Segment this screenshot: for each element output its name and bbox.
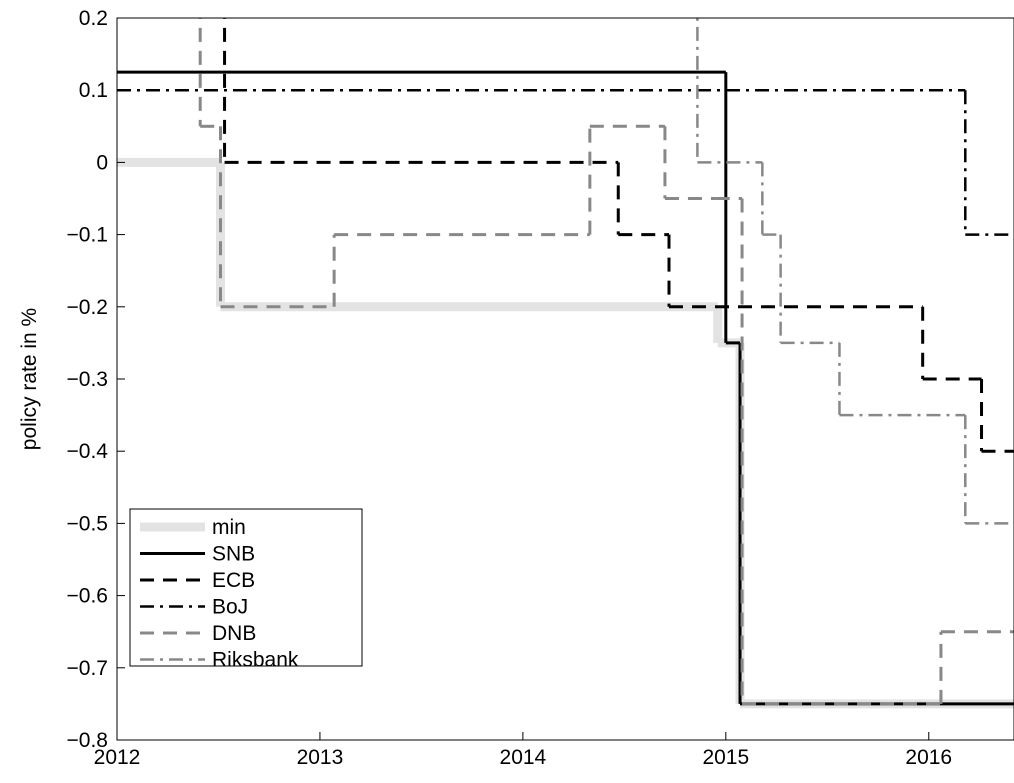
series-2 — [223, 18, 1014, 453]
legend-label: Riksbank — [212, 649, 299, 672]
legend-box — [129, 508, 363, 667]
y-tick-label: −0.5 — [67, 512, 108, 535]
series-5 — [696, 18, 1014, 525]
series-4 — [198, 18, 1014, 706]
y-tick-label: −0.7 — [67, 657, 108, 680]
y-tick-label: −0.2 — [67, 296, 108, 319]
legend-label: min — [212, 516, 246, 539]
legend-label: DNB — [212, 622, 256, 645]
series-3 — [117, 88, 1014, 236]
y-tick-label: 0.2 — [79, 7, 108, 30]
y-axis-label: policy rate in % — [18, 308, 41, 450]
y-tick-label: −0.3 — [67, 368, 108, 391]
legend-label: BoJ — [212, 596, 248, 619]
x-tick-label: 2016 — [905, 746, 952, 769]
y-tick-label: −0.1 — [67, 224, 108, 247]
plot-area — [117, 18, 1014, 709]
x-tick-label: 2012 — [94, 746, 141, 769]
x-tick-label: 2014 — [500, 746, 547, 769]
y-tick-label: −0.8 — [67, 729, 108, 752]
x-tick-label: 2015 — [702, 746, 749, 769]
y-tick-label: −0.4 — [67, 440, 109, 463]
y-tick-label: −0.6 — [67, 585, 108, 608]
legend-label: SNB — [212, 543, 255, 566]
x-tick-label: 2013 — [297, 746, 344, 769]
legend-label: ECB — [212, 569, 255, 592]
y-tick-label: 0.1 — [79, 79, 108, 102]
series-1 — [117, 70, 1014, 706]
y-tick-label: 0 — [96, 151, 108, 174]
